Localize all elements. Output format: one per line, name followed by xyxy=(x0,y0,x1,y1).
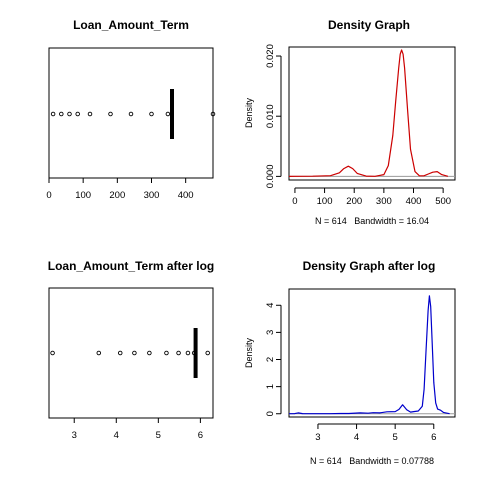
plot-frame xyxy=(48,287,214,419)
x-tick-label: 0 xyxy=(46,190,51,201)
density-title-original: Density Graph xyxy=(328,18,410,32)
density-marks xyxy=(288,49,455,177)
density-curve xyxy=(288,49,449,177)
axes: 0 100 200 300 400 500 0.000 0.010 0.020 xyxy=(265,44,451,207)
boxplot-marks xyxy=(50,328,210,378)
x-tick-label: 4 xyxy=(354,432,359,443)
boxplot-marks xyxy=(50,89,216,139)
y-axis-label: Density xyxy=(244,337,254,368)
x-tick-label: 6 xyxy=(198,430,203,441)
outlier-point xyxy=(108,111,113,117)
plot-frame xyxy=(288,288,456,418)
x-tick-label: 300 xyxy=(376,196,392,207)
density-panel-original: Density Graph 0 100 200 300 400 500 0.000 0.010… xyxy=(244,18,456,226)
outlier-point xyxy=(75,111,80,117)
axes: 3 4 5 6 0 1 2 3 4 xyxy=(265,303,436,443)
x-tick-label: 3 xyxy=(72,430,77,441)
x-axis-label: N = 614 Bandwidth = 0.07788 xyxy=(310,456,434,466)
x-tick-label: 200 xyxy=(346,196,362,207)
x-tick-label: 4 xyxy=(114,430,119,441)
x-tick-label: 5 xyxy=(156,430,161,441)
outlier-point xyxy=(185,350,191,356)
y-tick-label: 1 xyxy=(265,384,276,389)
outlier-point xyxy=(87,111,93,117)
x-tick-label: 400 xyxy=(406,196,422,207)
x-tick-label: 100 xyxy=(317,196,333,207)
y-axis-label: Density xyxy=(244,97,254,128)
outlier-point xyxy=(59,111,64,117)
y-tick-label: 4 xyxy=(265,303,276,308)
y-tick-label: 2 xyxy=(265,357,276,362)
x-tick-label: 400 xyxy=(178,190,194,201)
density-marks xyxy=(288,295,455,415)
x-tick-label: 200 xyxy=(109,190,125,201)
y-tick-label: 0.000 xyxy=(265,164,276,188)
density-panel-log: Density Graph after log 3 4 5 6 0 1 2 3 4 Densit… xyxy=(244,259,456,466)
y-tick-label: 0 xyxy=(265,411,276,416)
outlier-point xyxy=(50,350,55,356)
outlier-point xyxy=(147,350,152,356)
outlier-point xyxy=(117,350,123,356)
x-tick-label: 500 xyxy=(435,196,451,207)
density-curve xyxy=(288,295,450,415)
x-axis-label: N = 614 Bandwidth = 16.04 xyxy=(315,216,429,226)
y-tick-label: 0.020 xyxy=(265,44,276,68)
plot-frame xyxy=(48,47,214,179)
outlier-point xyxy=(128,111,134,117)
outlier-point xyxy=(50,111,56,117)
boxplot-title-original: Loan_Amount_Term xyxy=(73,18,189,32)
x-axis: 3 4 5 6 xyxy=(72,417,203,441)
density-title-log: Density Graph after log xyxy=(303,259,436,273)
outlier-point xyxy=(176,350,181,356)
x-tick-label: 0 xyxy=(292,196,297,207)
boxplot-title-log: Loan_Amount_Term after log xyxy=(48,259,214,273)
outlier-point xyxy=(67,111,72,117)
x-axis: 0 100 200 300 400 xyxy=(46,177,194,201)
outlier-point xyxy=(164,350,169,356)
outlier-point xyxy=(132,350,137,356)
x-tick-label: 3 xyxy=(315,432,320,443)
outlier-point xyxy=(149,111,154,117)
x-tick-label: 300 xyxy=(144,190,160,201)
outlier-point xyxy=(210,111,216,117)
x-tick-label: 6 xyxy=(431,432,436,443)
plot-frame xyxy=(288,46,456,181)
y-tick-label: 0.010 xyxy=(265,104,276,128)
outlier-point xyxy=(191,350,197,356)
outlier-point xyxy=(205,350,210,356)
x-tick-label: 5 xyxy=(393,432,398,443)
boxplot-panel-original: Loan_Amount_Term 0 100 200 300 400 xyxy=(46,18,216,201)
y-tick-label: 3 xyxy=(265,330,276,335)
outlier-point xyxy=(165,111,171,117)
x-tick-label: 100 xyxy=(75,190,91,201)
outlier-point xyxy=(96,350,102,356)
boxplot-panel-log: Loan_Amount_Term after log 3 4 5 6 xyxy=(48,259,214,441)
